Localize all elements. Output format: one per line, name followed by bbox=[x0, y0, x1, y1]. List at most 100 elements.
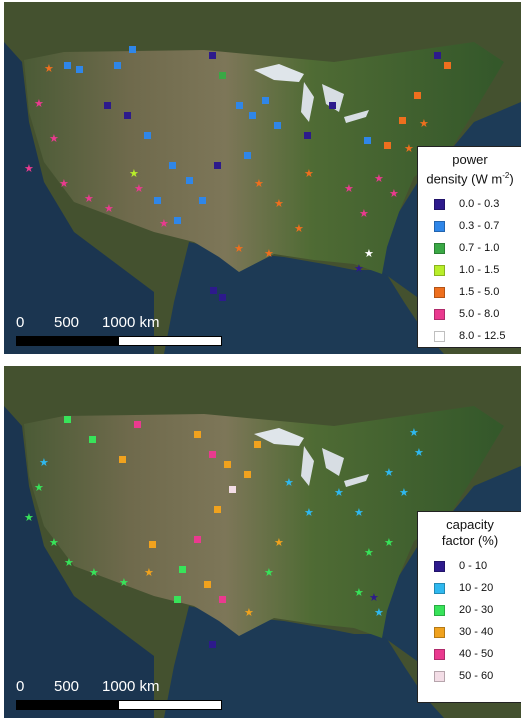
legend-items: 0.0 - 0.3 0.3 - 0.7 0.7 - 1.0 1.0 - 1.5 1.5 … bbox=[418, 193, 521, 347]
ocean-pacific bbox=[4, 42, 154, 354]
svg-text:★: ★ bbox=[304, 507, 314, 519]
svg-text:★: ★ bbox=[244, 607, 254, 619]
site-markers: ★★ ★★ ★★ ★★ ★★ ★★ ★★ ★★ ★★ ★★ ★★ ★★ bbox=[24, 416, 424, 648]
lake-huron bbox=[322, 84, 344, 112]
legend-item: 50 - 60 bbox=[418, 665, 521, 687]
svg-text:★: ★ bbox=[104, 203, 114, 215]
legend-swatch bbox=[434, 286, 445, 298]
legend-swatch bbox=[434, 330, 445, 342]
legend-label: 40 - 50 bbox=[459, 648, 494, 660]
svg-text:★: ★ bbox=[369, 592, 379, 604]
svg-text:★: ★ bbox=[49, 133, 59, 145]
legend-swatch bbox=[434, 582, 445, 594]
lake-michigan bbox=[301, 82, 314, 122]
legend-swatch bbox=[434, 198, 445, 210]
legend-item: 5.0 - 8.0 bbox=[418, 303, 521, 325]
legend-swatch bbox=[434, 220, 445, 232]
svg-text:★: ★ bbox=[354, 587, 364, 599]
scale-label-500: 500 bbox=[54, 678, 80, 695]
svg-text:★: ★ bbox=[24, 163, 34, 175]
svg-text:★: ★ bbox=[254, 178, 264, 190]
svg-text:★: ★ bbox=[34, 98, 44, 110]
legend-title-end: ) bbox=[509, 171, 514, 187]
legend-item: 8.0 - 12.5 bbox=[418, 325, 521, 347]
svg-text:★: ★ bbox=[84, 193, 94, 205]
legend-swatch bbox=[434, 626, 445, 638]
svg-text:★: ★ bbox=[354, 507, 364, 519]
legend-swatch bbox=[434, 308, 445, 320]
legend-item: 0.3 - 0.7 bbox=[418, 215, 521, 237]
svg-text:★: ★ bbox=[59, 178, 69, 190]
legend-label: 30 - 40 bbox=[459, 626, 494, 638]
legend-label: 20 - 30 bbox=[459, 604, 494, 616]
power-density-legend: power density (W m-2) 0.0 - 0.3 0.3 - 0.7… bbox=[417, 146, 521, 348]
legend-item: 1.5 - 5.0 bbox=[418, 281, 521, 303]
legend-item: 40 - 50 bbox=[418, 643, 521, 665]
scale-label-0: 0 bbox=[16, 314, 25, 331]
legend-item: 0.7 - 1.0 bbox=[418, 237, 521, 259]
lake-superior bbox=[254, 64, 304, 82]
legend-title-line2: density (W m-2) bbox=[418, 168, 521, 187]
legend-title: capacity factor (%) bbox=[418, 512, 521, 549]
scale-label-500: 500 bbox=[54, 314, 80, 331]
svg-text:★: ★ bbox=[384, 537, 394, 549]
legend-title-line2: factor (%) bbox=[441, 533, 499, 548]
legend-label: 0 - 10 bbox=[459, 560, 488, 572]
legend-title-sup: -2 bbox=[502, 171, 510, 180]
legend-label: 1.0 - 1.5 bbox=[459, 264, 500, 277]
legend-label: 0.7 - 1.0 bbox=[459, 242, 500, 255]
svg-text:★: ★ bbox=[374, 607, 384, 619]
svg-text:★: ★ bbox=[34, 482, 44, 494]
svg-text:★: ★ bbox=[414, 447, 424, 459]
legend-item: 1.0 - 1.5 bbox=[418, 259, 521, 281]
legend-title-line1: power bbox=[452, 152, 488, 167]
legend-item: 30 - 40 bbox=[418, 621, 521, 643]
legend-label: 0.3 - 0.7 bbox=[459, 220, 500, 233]
land-usa bbox=[24, 42, 504, 274]
svg-text:★: ★ bbox=[129, 168, 139, 180]
legend-title-line2-text: density (W m bbox=[426, 171, 503, 187]
svg-text:★: ★ bbox=[144, 567, 154, 579]
legend-label: 0.0 - 0.3 bbox=[459, 198, 500, 211]
svg-text:★: ★ bbox=[64, 557, 74, 569]
legend-swatch bbox=[434, 604, 445, 616]
capacity-factor-legend: capacity factor (%) 0 - 10 10 - 20 20 - 30… bbox=[417, 511, 521, 703]
svg-text:★: ★ bbox=[264, 567, 274, 579]
svg-text:★: ★ bbox=[49, 537, 59, 549]
scale-label-1000km: 1000 km bbox=[102, 314, 160, 331]
svg-text:★: ★ bbox=[234, 243, 244, 255]
svg-text:★: ★ bbox=[359, 208, 369, 220]
svg-text:★: ★ bbox=[294, 223, 304, 235]
legend-swatch bbox=[434, 264, 445, 276]
svg-text:★: ★ bbox=[89, 567, 99, 579]
legend-label: 50 - 60 bbox=[459, 670, 494, 682]
scale-bar-graphic bbox=[16, 700, 222, 710]
svg-text:★: ★ bbox=[384, 467, 394, 479]
legend-label: 1.5 - 5.0 bbox=[459, 286, 500, 299]
svg-text:★: ★ bbox=[24, 512, 34, 524]
lake-michigan bbox=[301, 446, 314, 486]
legend-item: 0 - 10 bbox=[418, 555, 521, 577]
scale-label-1000km: 1000 km bbox=[102, 678, 160, 695]
scale-bar-graphic bbox=[16, 336, 222, 346]
svg-text:★: ★ bbox=[159, 218, 169, 230]
svg-text:★: ★ bbox=[119, 577, 129, 589]
lake-erie bbox=[344, 110, 369, 123]
site-markers: ★★ ★★ ★★ ★★ ★★ ★★ ★★ ★★ ★★ ★★ ★★ ★★ bbox=[24, 46, 451, 301]
legend-label: 5.0 - 8.0 bbox=[459, 308, 500, 321]
scale-bar-bottom: 0 500 1000 km bbox=[16, 678, 222, 710]
power-density-map-panel: ★ ★ ★ ★ ★ ★ ★ ★ ★ ★ ★ ★ ★ ★ ★ ★ ★ ★ ★ ★ ★ ★ ★ ★ powe… bbox=[4, 2, 521, 354]
svg-text:★: ★ bbox=[304, 168, 314, 180]
svg-text:★: ★ bbox=[354, 263, 364, 275]
legend-swatch bbox=[434, 560, 445, 572]
lake-superior bbox=[254, 428, 304, 446]
legend-swatch bbox=[434, 648, 445, 660]
ocean-pacific bbox=[4, 406, 154, 718]
legend-label: 10 - 20 bbox=[459, 582, 494, 594]
svg-text:★: ★ bbox=[389, 188, 399, 200]
legend-item: 10 - 20 bbox=[418, 577, 521, 599]
svg-text:★: ★ bbox=[44, 63, 54, 75]
svg-text:★: ★ bbox=[364, 248, 374, 260]
svg-text:★: ★ bbox=[264, 248, 274, 260]
capacity-factor-map-panel: ★ ★ ★ ★ ★ ★ ★ ★ ★ ★ ★ ★ ★ ★ ★ ★ ★ ★ ★ ★ ★ ★ ★ ★ capa… bbox=[4, 366, 521, 718]
